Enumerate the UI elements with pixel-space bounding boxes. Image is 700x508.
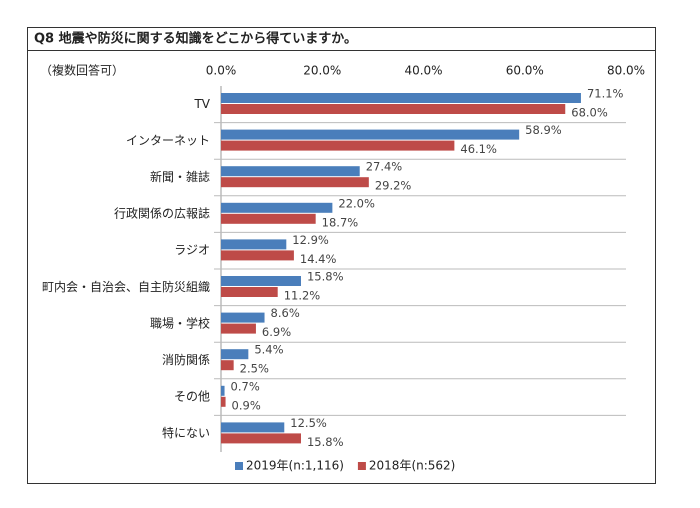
bar: [221, 385, 225, 396]
value-label: 68.0%: [571, 106, 608, 120]
y-tick-label: 職場・学校: [150, 315, 210, 330]
frame: [27, 27, 656, 484]
legend-label: 2018年(n:562): [369, 459, 455, 473]
y-tick-label: インターネット: [126, 133, 210, 147]
y-tick-label: 行政関係の広報誌: [114, 206, 210, 221]
bar: [221, 433, 301, 444]
chart-title: Q8 地震や防災に関する知識をどこから得ていますか。: [34, 31, 357, 47]
bar: [221, 213, 316, 224]
bar: [221, 349, 249, 360]
bar: [221, 287, 278, 297]
bar: [221, 93, 581, 103]
bar: [221, 360, 234, 371]
y-tick-label: TV: [193, 97, 210, 111]
value-label: 15.8%: [307, 435, 344, 449]
value-label: 27.4%: [366, 160, 403, 174]
bar: [221, 104, 566, 114]
bar: [221, 177, 369, 188]
x-tick-label: 80.0%: [607, 64, 645, 78]
bar: [221, 276, 301, 286]
value-label: 5.4%: [254, 343, 283, 357]
value-label: 6.9%: [262, 325, 291, 339]
bar: [221, 396, 226, 407]
value-label: 18.7%: [322, 215, 359, 229]
value-label: 2.5%: [240, 362, 269, 376]
bar: [221, 140, 455, 151]
y-tick-label: 消防関係: [162, 352, 210, 367]
legend-swatch: [357, 462, 366, 470]
bar: [221, 422, 285, 433]
bar: [221, 250, 294, 261]
y-tick-label: 特にない: [162, 425, 210, 440]
x-tick-label: 40.0%: [404, 64, 442, 78]
value-label: 8.6%: [271, 306, 300, 320]
bar: [221, 239, 287, 250]
bar: [221, 129, 520, 140]
bar: [221, 312, 265, 323]
bar: [221, 202, 333, 213]
x-tick-label: 0.0%: [206, 64, 237, 78]
value-label: 22.0%: [338, 196, 375, 210]
y-tick-label: ラジオ: [174, 243, 210, 257]
x-tick-label: 60.0%: [506, 64, 544, 78]
value-label: 29.2%: [375, 179, 412, 193]
value-label: 71.1%: [587, 87, 624, 101]
legend-swatch: [235, 462, 243, 470]
y-tick-label: その他: [174, 390, 210, 404]
value-label: 0.9%: [232, 398, 261, 412]
x-tick-label: 20.0%: [303, 64, 341, 78]
value-label: 12.5%: [290, 416, 327, 430]
bar: [221, 323, 256, 334]
value-label: 11.2%: [284, 289, 321, 303]
legend-label: 2019年(n:1,116): [246, 459, 344, 473]
subtitle: （複数回答可）: [40, 63, 124, 78]
y-tick-label: 町内会・自治会、自主防災組織: [42, 279, 210, 294]
value-label: 12.9%: [292, 233, 329, 247]
value-label: 14.4%: [300, 252, 337, 266]
value-label: 15.8%: [307, 270, 344, 284]
value-label: 58.9%: [525, 123, 562, 137]
y-tick-label: 新聞・雑誌: [150, 169, 210, 184]
bar: [221, 166, 360, 177]
value-label: 46.1%: [460, 142, 497, 156]
value-label: 0.7%: [231, 379, 260, 393]
